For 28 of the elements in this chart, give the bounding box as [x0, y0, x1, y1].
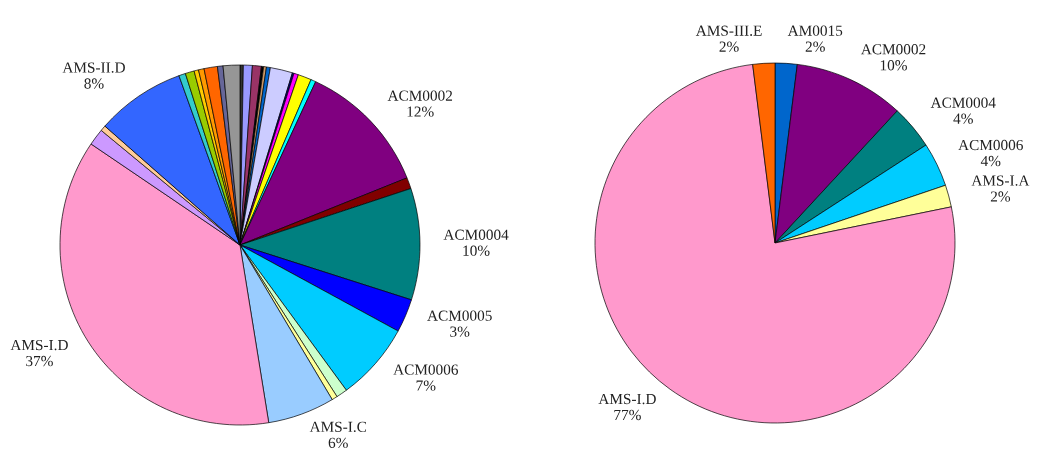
- data-label: 2%: [805, 41, 825, 52]
- data-label: 7%: [416, 380, 436, 391]
- slice-label: AM0015: [787, 25, 843, 36]
- slice-label: AMS-I.D: [10, 339, 68, 351]
- slice-label: AMS-III.E: [695, 25, 762, 36]
- slice-label: AMS-I.A: [971, 175, 1030, 186]
- data-label: 8%: [84, 78, 104, 89]
- data-label: 3%: [450, 326, 470, 337]
- slice-label: AMS-II.D: [62, 62, 125, 73]
- data-label: 6%: [328, 437, 348, 448]
- slice-label: AMS-I.C: [309, 421, 367, 433]
- data-label: 2%: [990, 191, 1011, 202]
- slice-label: AMS-I.D: [598, 393, 656, 405]
- slice-label: ACM0005: [427, 310, 492, 321]
- data-label: 12%: [407, 106, 434, 117]
- slice-label: ACM0006: [958, 139, 1023, 151]
- data-label: 4%: [980, 155, 1001, 167]
- data-label: 10%: [463, 245, 490, 256]
- slice-label: ACM0004: [443, 229, 509, 240]
- data-label: 10%: [880, 60, 907, 71]
- slice-label: ACM0004: [930, 97, 996, 108]
- data-label: 2%: [719, 41, 739, 52]
- data-label: 4%: [953, 113, 973, 124]
- slice-label: ACM0002: [860, 44, 926, 55]
- data-label: 77%: [614, 409, 641, 421]
- slice-label: ACM0006: [393, 364, 459, 375]
- data-label: 37%: [26, 355, 53, 367]
- slice-label: ACM0002: [387, 90, 453, 101]
